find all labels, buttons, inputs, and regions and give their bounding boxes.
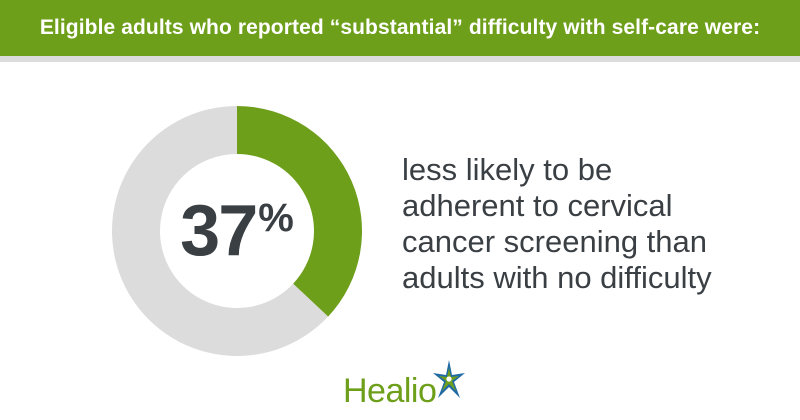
donut-slice-remainder	[112, 106, 329, 356]
header-divider	[0, 56, 800, 62]
description-line-4: adults with no difficulty	[402, 260, 712, 295]
description-line-2: adherent to cervical	[402, 188, 673, 223]
donut-slice-highlight	[237, 106, 362, 317]
description-line-1: less likely to be	[402, 152, 613, 187]
stat-value: 37%	[112, 106, 362, 356]
healio-logo: Healio	[343, 360, 466, 408]
logo-text: Healio	[343, 372, 437, 410]
donut-chart	[112, 106, 362, 356]
donut-svg	[112, 106, 362, 356]
header-title: Eligible adults who reported “substantia…	[39, 16, 761, 39]
description-line-3: cancer screening than	[402, 224, 708, 259]
stat-description: less likely to be adherent to cervical c…	[402, 152, 782, 296]
header-banner: Eligible adults who reported “substantia…	[0, 0, 800, 56]
star-icon	[432, 360, 466, 400]
stat-number: 37	[180, 191, 258, 271]
stat-percent-sign: %	[258, 196, 294, 240]
